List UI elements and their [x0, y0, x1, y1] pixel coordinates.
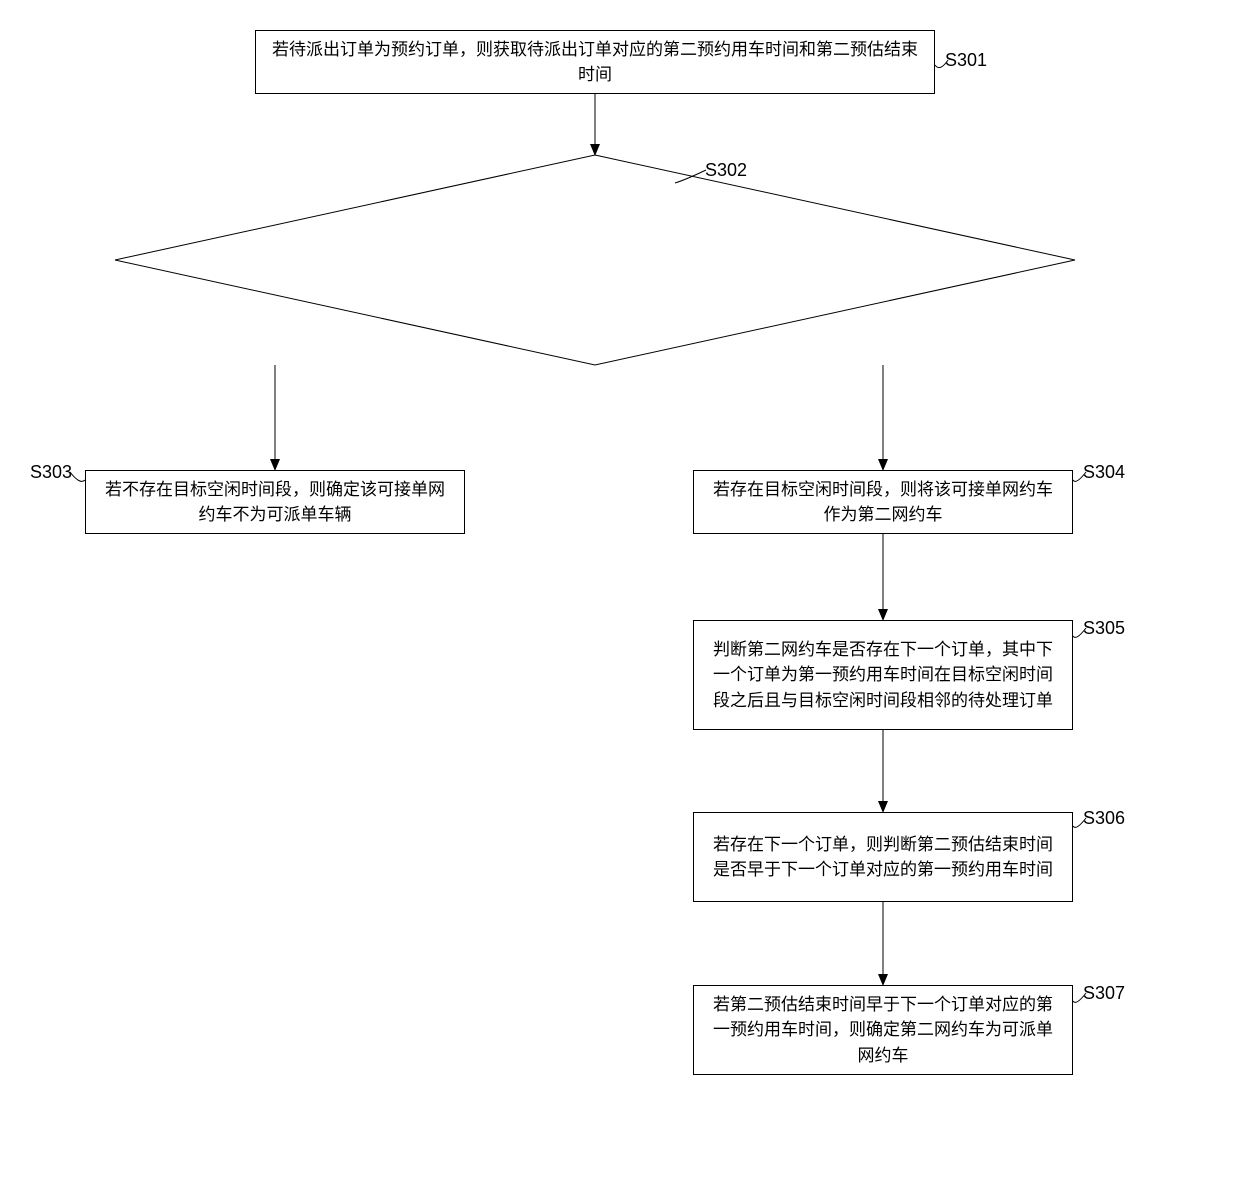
node-s301: 若待派出订单为预约订单，则获取待派出订单对应的第二预约用车时间和第二预估结束时间 — [255, 30, 935, 94]
node-s304: 若存在目标空闲时间段，则将该可接单网约车作为第二网约车 — [693, 470, 1073, 534]
node-s301-text: 若待派出订单为预约订单，则获取待派出订单对应的第二预约用车时间和第二预估结束时间 — [268, 37, 922, 88]
node-s307: 若第二预估结束时间早于下一个订单对应的第一预约用车时间，则确定第二网约车为可派单… — [693, 985, 1073, 1075]
label-s301: S301 — [945, 50, 987, 71]
node-s306: 若存在下一个订单，则判断第二预估结束时间是否早于下一个订单对应的第一预约用车时间 — [693, 812, 1073, 902]
node-s305-text: 判断第二网约车是否存在下一个订单，其中下一个订单为第一预约用车时间在目标空闲时间… — [706, 637, 1060, 714]
label-s305: S305 — [1083, 618, 1125, 639]
node-s304-text: 若存在目标空闲时间段，则将该可接单网约车作为第二网约车 — [706, 477, 1060, 528]
node-s307-text: 若第二预估结束时间早于下一个订单对应的第一预约用车时间，则确定第二网约车为可派单… — [706, 992, 1060, 1069]
node-s305: 判断第二网约车是否存在下一个订单，其中下一个订单为第一预约用车时间在目标空闲时间… — [693, 620, 1073, 730]
node-s302-text: 针对各可接单网约车，判断该可接单网约车对应的空闲时间段中是否存在包含第二预约用车… — [385, 223, 805, 300]
label-s307: S307 — [1083, 983, 1125, 1004]
label-s302: S302 — [705, 160, 747, 181]
node-s306-text: 若存在下一个订单，则判断第二预估结束时间是否早于下一个订单对应的第一预约用车时间 — [706, 832, 1060, 883]
label-connector-s303 — [70, 472, 85, 481]
label-connector-s302 — [675, 170, 706, 183]
label-s303: S303 — [30, 462, 72, 483]
node-s303-text: 若不存在目标空闲时间段，则确定该可接单网约车不为可派单车辆 — [98, 477, 452, 528]
node-s303: 若不存在目标空闲时间段，则确定该可接单网约车不为可派单车辆 — [85, 470, 465, 534]
label-s306: S306 — [1083, 808, 1125, 829]
label-s304: S304 — [1083, 462, 1125, 483]
